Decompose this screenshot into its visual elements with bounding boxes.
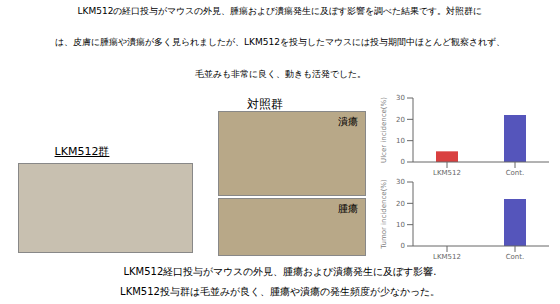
html-text:LKM512の経口投与がマウスの外見、腫瘍および潰瘍発生に及: LKM512の経口投与がマウスの外見、腫瘍および潰瘍発生に及ぼす影響を調べた結果… <box>77 6 483 16</box>
svg-text:Cont.: Cont. <box>506 169 525 176</box>
svg-text:20: 20 <box>396 116 405 124</box>
html-text:LKM512群: LKM512群 <box>54 145 110 158</box>
html-text:潰瘍: 潰瘍 <box>338 116 358 127</box>
svg-text:Tumor incidence(%): Tumor incidence(%) <box>380 179 388 250</box>
html-text:毛並みも非常に良く、動きも活発でした。: 毛並みも非常に良く、動きも活発でした。 <box>194 69 366 79</box>
html-text:LKM512投与群は毛並みが良く、腫瘍や潰瘍の発生頻度が少な: LKM512投与群は毛並みが良く、腫瘍や潰瘍の発生頻度が少なかった。 <box>120 286 440 297</box>
svg-text:LKM512: LKM512 <box>433 253 461 260</box>
svg-text:Cont.: Cont. <box>506 253 525 260</box>
html-text:腫瘍: 腫瘍 <box>338 203 358 214</box>
html-text:は、皮膚に腫瘍や潰瘍が多く見られましたが、LKM512を投与: は、皮膚に腫瘍や潰瘍が多く見られましたが、LKM512を投与したマウスには投与期… <box>55 37 505 47</box>
svg-text:30: 30 <box>396 94 405 102</box>
svg-text:0: 0 <box>401 158 405 166</box>
svg-text:10: 10 <box>396 137 405 145</box>
html-text:対照群: 対照群 <box>247 97 283 111</box>
svg-text:10: 10 <box>396 221 405 229</box>
svg-text:30: 30 <box>396 178 405 186</box>
svg-text:0: 0 <box>401 242 405 250</box>
svg-text:Ulcer incidence(%): Ulcer incidence(%) <box>380 97 388 163</box>
svg-text:LKM512: LKM512 <box>433 169 461 176</box>
svg-text:20: 20 <box>396 200 405 208</box>
html-text:LKM512経口投与がマウスの外見、腫瘍および潰瘍発生に及ぼ: LKM512経口投与がマウスの外見、腫瘍および潰瘍発生に及ぼす影響. <box>123 266 437 277</box>
